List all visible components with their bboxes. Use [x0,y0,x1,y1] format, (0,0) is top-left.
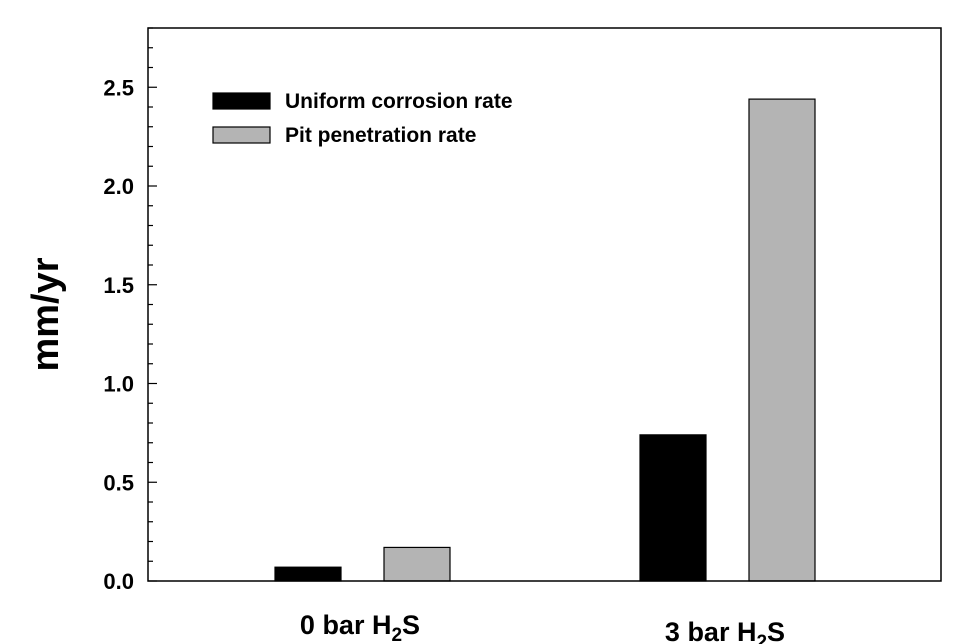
legend-swatch [212,92,271,110]
legend-swatch [212,126,271,144]
y-tick-label: 0.5 [103,470,134,495]
x-category-label-tail: S [767,617,785,644]
plot-frame [147,27,942,582]
y-axis-tick-labels: 0.0 0.5 1.0 1.5 2.0 2.5 [103,75,134,594]
x-category-label: 3 bar H2S [665,617,785,644]
x-category-label-subscript: 2 [391,625,402,644]
bar-pit-0 [383,546,451,582]
y-tick-label: 1.0 [103,372,134,397]
legend: Uniform corrosion rate Pit penetration ra… [212,90,513,147]
bars-group [274,98,816,582]
y-axis-title: mm/yr [25,257,67,371]
y-tick-label: 2.5 [103,75,134,100]
legend-label: Pit penetration rate [285,124,476,147]
x-category-label-main: 0 bar H [300,610,392,640]
x-axis-category-labels: 0 bar H2S 3 bar H2S [300,610,785,644]
y-tick-label: 0.0 [103,569,134,594]
x-category-label-main: 3 bar H [665,617,757,644]
y-tick-label: 2.0 [103,174,134,199]
legend-label: Uniform corrosion rate [285,90,513,113]
x-category-label-subscript: 2 [756,632,767,644]
bar-uniform-0 [274,566,342,582]
y-tick-label: 1.5 [103,273,134,298]
bar-pit-1 [748,98,816,582]
bar-uniform-1 [639,434,707,582]
x-category-label: 0 bar H2S [300,610,420,644]
x-category-label-tail: S [402,610,420,640]
y-axis-ticks [148,27,157,582]
